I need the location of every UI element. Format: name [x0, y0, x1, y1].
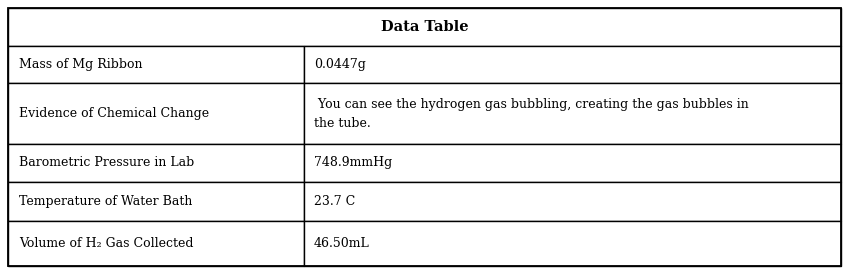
Bar — [8, 83, 304, 144]
Bar — [8, 182, 304, 221]
Bar — [8, 221, 304, 266]
Bar — [304, 83, 841, 144]
Text: 23.7 C: 23.7 C — [314, 195, 355, 208]
Bar — [304, 221, 841, 266]
Bar — [8, 45, 304, 83]
Text: Evidence of Chemical Change: Evidence of Chemical Change — [19, 107, 209, 120]
Text: Temperature of Water Bath: Temperature of Water Bath — [19, 195, 192, 208]
Text: Volume of H₂ Gas Collected: Volume of H₂ Gas Collected — [19, 237, 194, 250]
Text: 748.9mmHg: 748.9mmHg — [314, 156, 392, 169]
Bar — [8, 8, 841, 45]
Text: Mass of Mg Ribbon: Mass of Mg Ribbon — [19, 58, 142, 71]
Text: You can see the hydrogen gas bubbling, creating the gas bubbles in: You can see the hydrogen gas bubbling, c… — [314, 98, 749, 111]
Bar — [8, 144, 304, 182]
Text: Barometric Pressure in Lab: Barometric Pressure in Lab — [19, 156, 194, 169]
Text: Data Table: Data Table — [380, 20, 469, 34]
Bar — [304, 45, 841, 83]
Text: 0.0447g: 0.0447g — [314, 58, 366, 71]
Text: the tube.: the tube. — [314, 117, 371, 130]
Bar — [304, 182, 841, 221]
Bar — [304, 144, 841, 182]
Text: 46.50mL: 46.50mL — [314, 237, 370, 250]
